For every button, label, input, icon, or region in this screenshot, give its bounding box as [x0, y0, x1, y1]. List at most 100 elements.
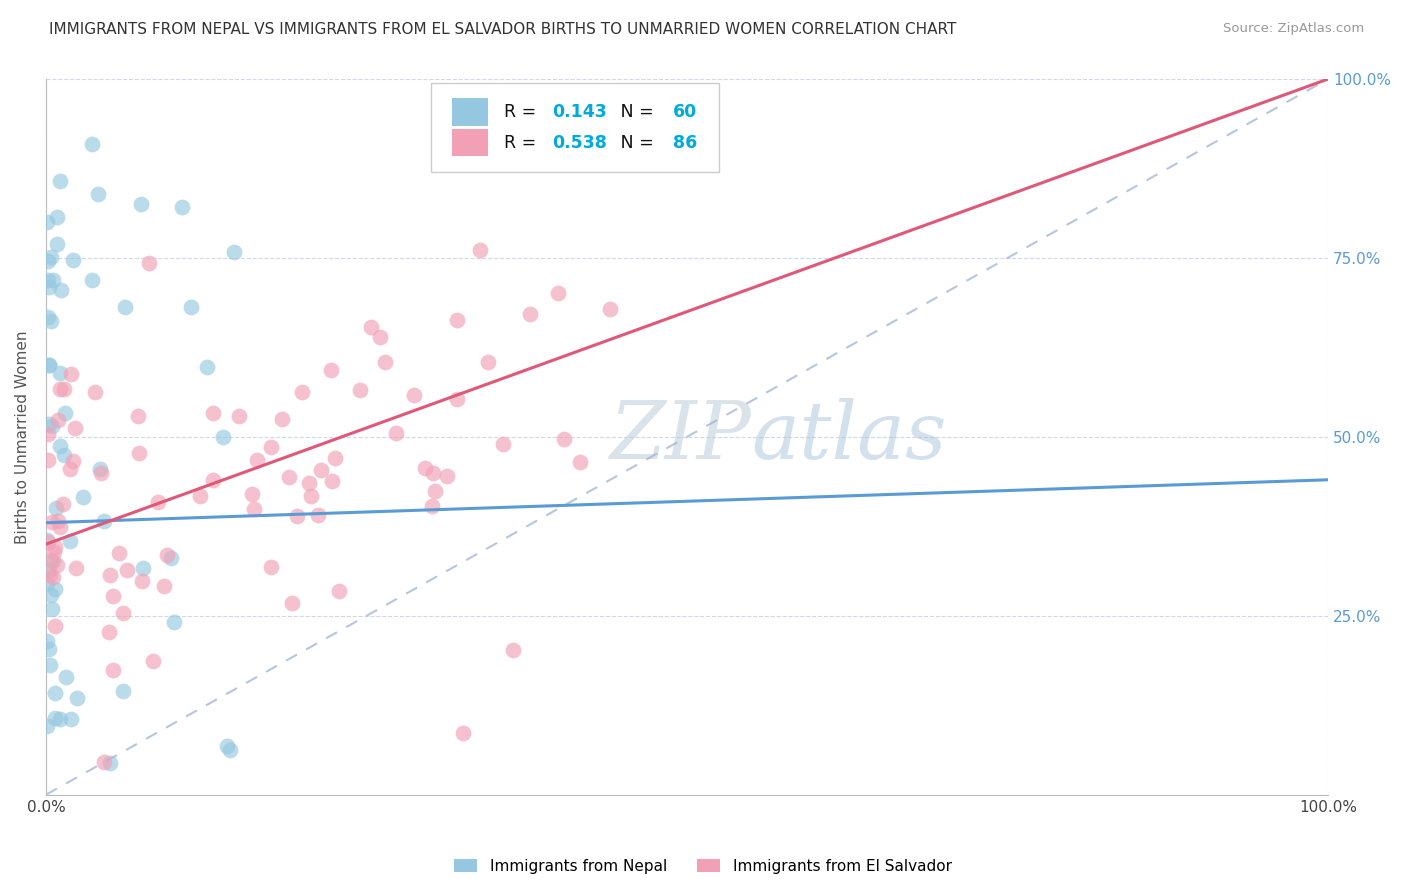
Point [37, 253, 59, 268]
Point [60, 712, 83, 726]
Point [307, 508, 329, 523]
Point [62, 252, 84, 267]
Point [569, 118, 592, 132]
Point [281, 596, 304, 610]
Point [195, 360, 218, 375]
Point [98, 567, 121, 582]
Point [422, 467, 444, 481]
Point [52, 448, 75, 462]
Point [44, 619, 66, 633]
Text: N =: N = [603, 134, 659, 152]
Point [39, 314, 62, 328]
Point [129, 197, 152, 211]
Text: ZIP: ZIP [609, 398, 751, 475]
Point [37, 426, 59, 441]
Point [52, 382, 75, 396]
Point [491, 436, 513, 450]
Text: Source: ZipAtlas.com: Source: ZipAtlas.com [1223, 22, 1364, 36]
Point [299, 490, 322, 504]
Point [114, 300, 136, 314]
Point [101, 664, 124, 678]
Point [42, 570, 65, 584]
Point [277, 470, 299, 484]
Point [212, 430, 235, 444]
Point [83, 384, 105, 399]
Point [49, 173, 72, 187]
Point [163, 615, 186, 629]
Text: 0.143: 0.143 [553, 103, 607, 121]
Point [37, 576, 59, 591]
Point [66, 691, 89, 706]
Point [38, 280, 60, 294]
Point [112, 606, 135, 620]
Point [423, 484, 446, 499]
Point [63, 421, 86, 435]
Point [146, 495, 169, 509]
Point [37, 534, 59, 549]
Legend: Immigrants from Nepal, Immigrants from El Salvador: Immigrants from Nepal, Immigrants from E… [449, 853, 957, 880]
Point [319, 363, 342, 377]
Point [42, 273, 65, 287]
Point [38, 657, 60, 672]
Point [201, 473, 224, 487]
Point [153, 579, 176, 593]
Point [468, 244, 491, 258]
Point [49, 382, 72, 396]
Point [188, 489, 211, 503]
Point [260, 440, 283, 454]
Point [72, 490, 94, 504]
Point [228, 409, 250, 423]
Point [368, 329, 391, 343]
Point [37, 310, 59, 324]
Point [323, 450, 346, 465]
Point [349, 383, 371, 397]
Bar [453, 129, 488, 156]
Point [309, 463, 332, 477]
Point [242, 486, 264, 500]
Point [41, 419, 63, 434]
Point [298, 475, 321, 490]
Point [38, 417, 60, 432]
Point [246, 453, 269, 467]
FancyBboxPatch shape [430, 83, 718, 172]
Point [39, 568, 62, 582]
Text: atlas: atlas [751, 398, 946, 475]
Point [451, 726, 474, 740]
Point [218, 743, 240, 757]
Point [82, 273, 104, 287]
Point [328, 583, 350, 598]
Point [413, 460, 436, 475]
Point [49, 439, 72, 453]
Point [142, 654, 165, 668]
Text: N =: N = [603, 103, 659, 121]
Point [90, 466, 112, 480]
Point [48, 514, 70, 528]
Text: R =: R = [503, 134, 541, 152]
Point [128, 446, 150, 460]
Point [49, 713, 72, 727]
Point [202, 406, 225, 420]
Point [46, 237, 69, 252]
Point [502, 643, 524, 657]
Point [420, 499, 443, 513]
Point [37, 634, 59, 648]
Point [42, 554, 65, 568]
Point [89, 461, 111, 475]
Point [37, 533, 59, 548]
Point [45, 500, 67, 515]
Point [360, 320, 382, 334]
Point [46, 210, 69, 224]
Point [138, 256, 160, 270]
Bar [453, 98, 488, 126]
Text: IMMIGRANTS FROM NEPAL VS IMMIGRANTS FROM EL SALVADOR BIRTHS TO UNMARRIED WOMEN C: IMMIGRANTS FROM NEPAL VS IMMIGRANTS FROM… [49, 22, 956, 37]
Point [59, 367, 82, 381]
Point [222, 245, 245, 260]
Point [103, 589, 125, 603]
Point [65, 561, 87, 575]
Point [59, 462, 82, 476]
Point [131, 574, 153, 589]
Point [46, 558, 69, 572]
Point [80, 137, 103, 152]
Text: 86: 86 [673, 134, 697, 152]
Point [55, 670, 77, 684]
